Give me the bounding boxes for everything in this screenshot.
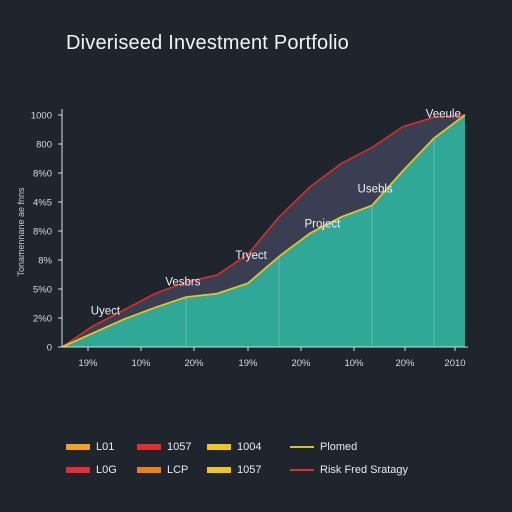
- legend-label: LCP: [167, 464, 189, 476]
- y-tick-label: 4%5: [33, 198, 52, 209]
- legend-swatch: [290, 446, 314, 448]
- lower-series-line: [61, 114, 466, 348]
- x-tick-label: 19%: [78, 358, 98, 369]
- legend-label: 1057: [237, 464, 262, 476]
- chart-title: Diveriseed Investment Portfolio: [66, 32, 349, 54]
- x-tick-label: 20%: [395, 358, 415, 369]
- legend-label: Risk Fred Sratagy: [320, 464, 409, 476]
- legend-label: L01: [96, 441, 115, 453]
- y-tick-label: 8%0: [33, 227, 52, 238]
- annotation-label: Veeule: [426, 108, 461, 120]
- x-tick-label: 19%: [238, 358, 258, 369]
- y-axis-label: Tonamennane ae fnns: [16, 187, 26, 277]
- x-tick-label: 10%: [344, 358, 364, 369]
- legend-swatch: [137, 444, 161, 450]
- y-tick-label: 0: [47, 343, 52, 354]
- y-tick-label: 2%0: [33, 314, 52, 325]
- y-tick-label: 8%: [38, 256, 52, 267]
- annotation-label: Uyect: [91, 306, 121, 318]
- legend-label: L0G: [96, 464, 117, 476]
- y-tick-label: 5%0: [33, 285, 52, 296]
- legend-swatch: [290, 469, 314, 471]
- y-tick-label: 1000: [31, 111, 52, 122]
- legend-swatch: [207, 444, 231, 450]
- upper-series-line: [61, 114, 466, 348]
- x-tick-label: 20%: [291, 358, 311, 369]
- upper-band-area: [62, 115, 465, 347]
- y-tick-label: 800: [36, 140, 52, 151]
- annotation-label: Tryect: [235, 250, 267, 262]
- annotation-label: Vesbrs: [165, 277, 200, 289]
- legend-label: 1004: [237, 441, 262, 453]
- x-tick-label: 20%: [184, 358, 204, 369]
- y-tick-label: 8%0: [33, 169, 52, 180]
- legend-label: Plomed: [320, 441, 358, 453]
- annotation-label: Usebls: [358, 184, 393, 196]
- legend-label: 1057: [167, 441, 192, 453]
- annotation-label: Project: [305, 219, 342, 231]
- x-tick-label: 10%: [131, 358, 151, 369]
- legend-swatch: [66, 467, 90, 473]
- legend-swatch: [66, 444, 90, 450]
- legend-swatch: [207, 467, 231, 473]
- lower-series-area: [62, 115, 465, 347]
- x-tick-label: 2010: [444, 358, 465, 369]
- plot-area: 0 2%0 5%0 8% 8%0 4%5 8%0 800 1000 19% 10% 20% 19% 20%…: [31, 108, 468, 369]
- legend-swatch: [137, 467, 161, 473]
